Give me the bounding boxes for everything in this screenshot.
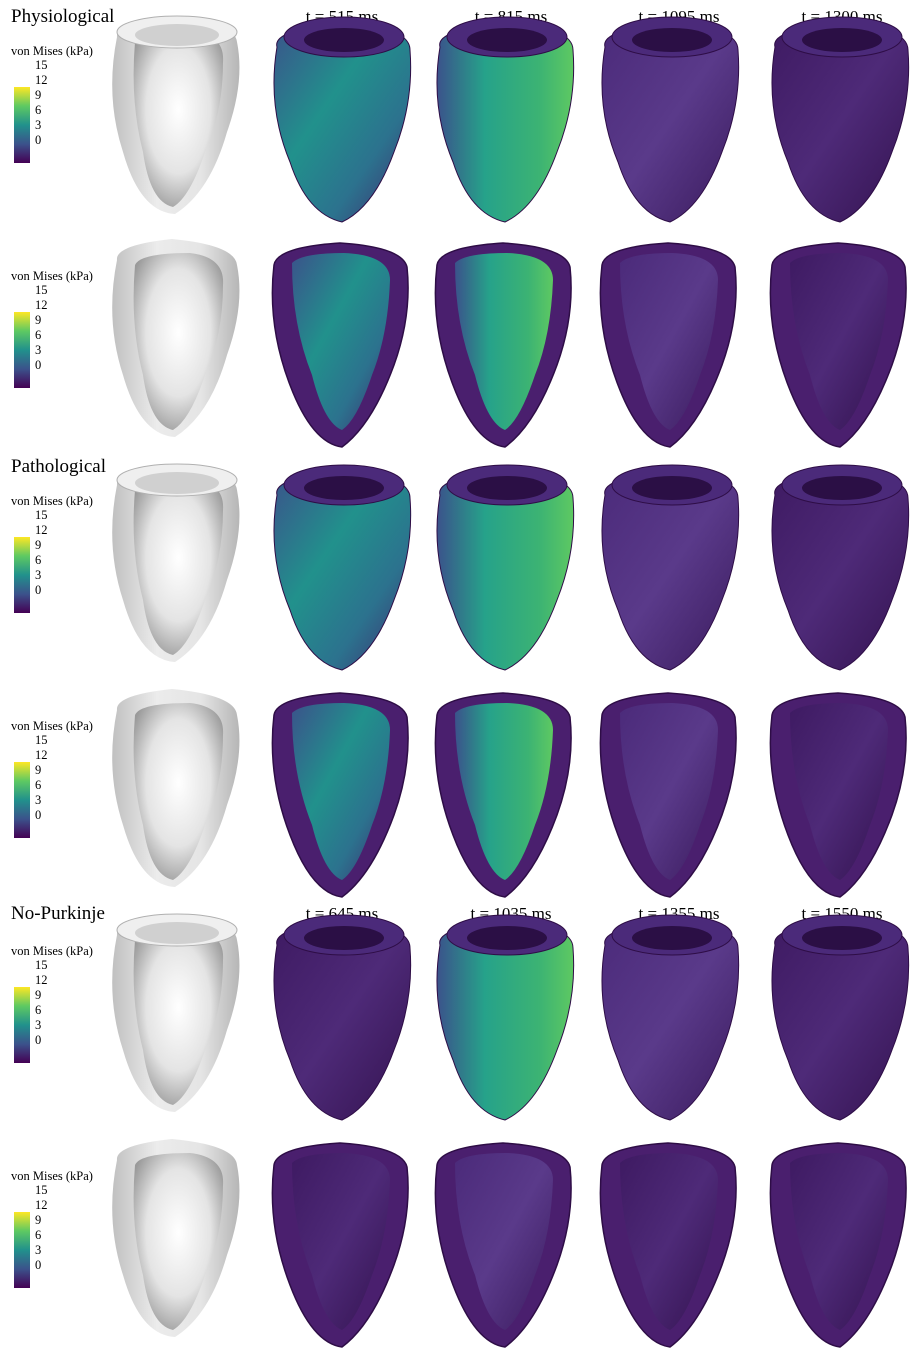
colorbar-tick: 12 [35, 973, 48, 987]
stress-heart-image [436, 464, 575, 671]
colorbar-tick: 3 [35, 1243, 42, 1257]
stress-heart-image [271, 242, 409, 448]
stress-heart-image [273, 16, 412, 223]
stress-heart-image [271, 1142, 409, 1348]
reference-heart-image [112, 689, 240, 887]
colorbar-gradient [14, 87, 30, 163]
colorbar-tick: 3 [35, 118, 42, 132]
colorbar-title: von Mises (kPa) [11, 944, 93, 958]
reference-heart-image [112, 463, 240, 662]
colorbar-tick: 12 [35, 1198, 48, 1212]
colorbar-tick: 6 [35, 553, 42, 567]
stress-heart-image [271, 692, 409, 898]
colorbar-title: von Mises (kPa) [11, 44, 93, 58]
colorbar-tick: 0 [35, 1033, 42, 1047]
stress-heart-image [769, 692, 907, 898]
colorbar-tick: 15 [35, 508, 48, 522]
colorbar-tick: 12 [35, 523, 48, 537]
colorbar-tick: 3 [35, 1018, 42, 1032]
colorbar-tick: 15 [35, 1183, 48, 1197]
colorbar-title: von Mises (kPa) [11, 494, 93, 508]
colorbar-tick: 0 [35, 583, 42, 597]
colorbar-tick: 15 [35, 283, 48, 297]
stress-heart-image [769, 1142, 907, 1348]
colorbar-gradient [14, 1212, 30, 1288]
stress-heart-image [434, 1142, 572, 1348]
colorbar-tick: 9 [35, 313, 42, 327]
colorbar-tick: 15 [35, 958, 48, 972]
reference-heart-image [112, 239, 240, 437]
colorbar-gradient [14, 537, 30, 613]
stress-heart-image [434, 692, 572, 898]
colorbar-gradient [14, 312, 30, 388]
colorbar-title: von Mises (kPa) [11, 1169, 93, 1183]
colorbar-tick: 9 [35, 1213, 42, 1227]
colorbar-tick: 9 [35, 763, 42, 777]
stress-heart-image [769, 242, 907, 448]
stress-heart-image [599, 242, 737, 448]
stress-heart-image [273, 464, 412, 671]
colorbar-tick: 15 [35, 733, 48, 747]
stress-heart-image [601, 16, 740, 223]
stress-heart-image [599, 1142, 737, 1348]
colorbar-tick: 0 [35, 133, 42, 147]
colorbar-tick: 12 [35, 748, 48, 762]
colorbar-tick: 12 [35, 298, 48, 312]
colorbar-title: von Mises (kPa) [11, 269, 93, 283]
colorbar-gradient [14, 762, 30, 838]
colorbar-tick: 6 [35, 1003, 42, 1017]
colorbar-tick: 3 [35, 793, 42, 807]
colorbar-tick: 9 [35, 88, 42, 102]
colorbar-tick: 0 [35, 358, 42, 372]
stress-heart-image [601, 464, 740, 671]
stress-heart-image [771, 464, 910, 671]
colorbar-tick: 6 [35, 1228, 42, 1242]
stress-heart-image [601, 914, 740, 1121]
colorbar-tick: 0 [35, 808, 42, 822]
colorbar-tick: 12 [35, 73, 48, 87]
reference-heart-image [112, 1139, 240, 1337]
colorbar-tick: 15 [35, 58, 48, 72]
section-label-physiological: Physiological [11, 6, 115, 27]
colorbar-gradient [14, 987, 30, 1063]
reference-heart-image [112, 913, 240, 1112]
stress-heart-image [436, 16, 575, 223]
stress-heart-image [434, 242, 572, 448]
stress-heart-image [771, 16, 910, 223]
colorbar-tick: 6 [35, 778, 42, 792]
colorbar-title: von Mises (kPa) [11, 719, 93, 733]
colorbar-tick: 3 [35, 343, 42, 357]
stress-heart-image [771, 914, 910, 1121]
colorbar-tick: 3 [35, 568, 42, 582]
reference-heart-image [112, 15, 240, 214]
stress-heart-image [436, 914, 575, 1121]
colorbar-tick: 9 [35, 538, 42, 552]
colorbar-tick: 6 [35, 103, 42, 117]
colorbar-tick: 9 [35, 988, 42, 1002]
section-label-no-purkinje: No-Purkinje [11, 903, 105, 924]
colorbar-tick: 0 [35, 1258, 42, 1272]
stress-heart-image [273, 914, 412, 1121]
stress-heart-image [599, 692, 737, 898]
section-label-pathological: Pathological [11, 456, 106, 477]
colorbar-tick: 6 [35, 328, 42, 342]
